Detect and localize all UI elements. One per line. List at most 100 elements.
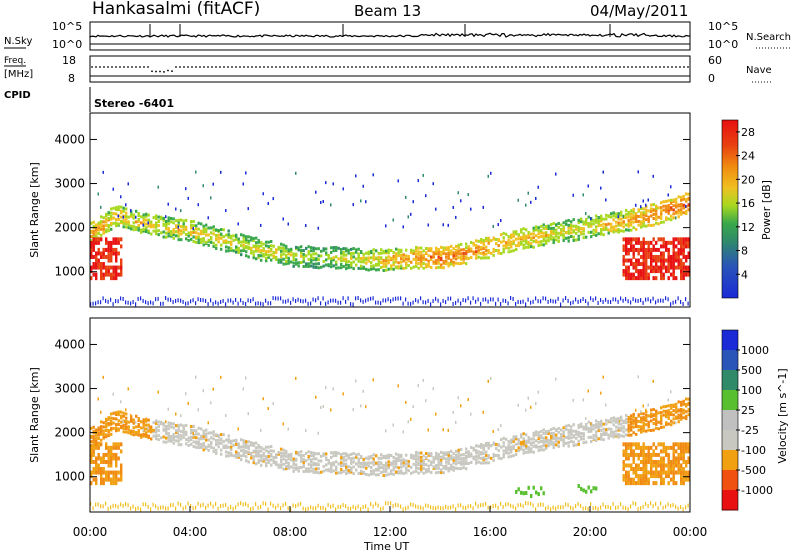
- power-cell: [115, 212, 118, 216]
- power-cell: [430, 302, 432, 307]
- velocity-cell: [587, 506, 589, 511]
- velocity-cell: [97, 467, 100, 472]
- power-cell: [135, 209, 138, 213]
- velocity-cell: [610, 505, 612, 510]
- power-cell: [680, 210, 683, 214]
- velocity-cell: [97, 470, 100, 475]
- velocity-cell: [495, 442, 498, 446]
- velocity-cell: [652, 413, 655, 417]
- power-cell: [180, 238, 183, 242]
- velocity-cell: [635, 419, 638, 423]
- velocity-cell: [175, 435, 178, 439]
- velocity-cell: [452, 461, 455, 465]
- power-cell: [522, 243, 525, 247]
- power-cell: [227, 235, 230, 239]
- power-cell: [262, 254, 265, 258]
- velocity-cell: [397, 503, 399, 508]
- power-cell: [325, 301, 327, 306]
- power-cell: [90, 265, 93, 270]
- velocity-cell: [372, 453, 375, 457]
- velocity-cell: [187, 439, 190, 443]
- velocity-cell: [555, 439, 558, 443]
- power-cell: [95, 223, 98, 227]
- power-cell: [387, 258, 390, 262]
- velocity-cell: [405, 462, 408, 466]
- velocity-cell: [442, 454, 445, 458]
- velocity-cell: [640, 477, 643, 482]
- velocity-cell: [672, 456, 675, 461]
- power-cell: [642, 258, 645, 263]
- power-cell: [285, 260, 288, 264]
- velocity-cell: [157, 429, 160, 433]
- power-cell: [422, 300, 424, 305]
- power-cell: [460, 252, 463, 256]
- nave-dot: [479, 66, 481, 68]
- velocity-cell: [622, 430, 625, 434]
- velocity-cell: [542, 431, 545, 435]
- velocity-cell: [247, 440, 250, 444]
- velocity-cell: [240, 458, 243, 462]
- power-cell: [660, 201, 663, 205]
- velocity-cell: [635, 474, 638, 479]
- velocity-cell: [620, 426, 623, 430]
- velocity-cell: [110, 419, 113, 423]
- power-cell: [535, 239, 538, 243]
- power-cell: [502, 298, 504, 303]
- velocity-cell: [227, 451, 230, 455]
- nave-dot: [559, 66, 561, 68]
- velocity-cell: [642, 426, 645, 430]
- velocity-cell: [595, 419, 598, 423]
- velocity-cell: [102, 375, 104, 379]
- velocity-cell: [630, 442, 633, 447]
- power-cell: [127, 223, 130, 227]
- velocity-cell: [357, 504, 359, 509]
- velocity-cell: [520, 433, 523, 437]
- power-cell: [665, 247, 668, 252]
- power-cell: [567, 229, 570, 233]
- power-cell: [415, 264, 418, 268]
- power-cell: [625, 272, 628, 277]
- velocity-cell: [472, 448, 475, 452]
- power-cell: [440, 245, 443, 249]
- power-cell: [577, 234, 580, 238]
- velocity-cell: [550, 439, 553, 443]
- velocity-cell: [222, 444, 225, 448]
- velocity-cell: [407, 469, 410, 473]
- power-cell: [522, 227, 525, 231]
- power-cell: [667, 208, 670, 212]
- velocity-cell: [540, 445, 543, 449]
- velocity-cell: [375, 467, 378, 471]
- velocity-cell: [305, 459, 308, 463]
- power-cell: [367, 268, 370, 272]
- power-cell: [245, 171, 247, 175]
- power-cell: [102, 276, 105, 281]
- power-cell: [677, 247, 680, 252]
- velocity-cell: [112, 452, 115, 457]
- power-cell: [120, 269, 123, 274]
- velocity-cell: [242, 441, 245, 445]
- velocity-cell: [630, 452, 633, 457]
- velocity-cell: [90, 459, 93, 464]
- velocity-cell: [420, 469, 423, 473]
- velocity-cell: [202, 441, 205, 445]
- power-cell: [650, 207, 653, 211]
- velocity-cell: [647, 449, 650, 454]
- power-cell: [392, 267, 395, 271]
- power-cell: [672, 300, 674, 305]
- velocity-cell: [297, 453, 300, 457]
- power-cell: [325, 181, 327, 185]
- power-cell: [550, 234, 553, 238]
- power-cell: [580, 230, 583, 234]
- velocity-cell: [317, 463, 320, 467]
- velocity-cell: [195, 440, 198, 444]
- power-cell: [682, 272, 685, 277]
- power-cell: [600, 186, 602, 190]
- power-cell: [510, 236, 513, 240]
- velocity-cell: [177, 430, 179, 434]
- nave-dot: [307, 66, 309, 68]
- velocity-cell: [562, 432, 565, 436]
- power-cell: [100, 205, 102, 209]
- velocity-cell: [570, 428, 573, 432]
- power-cell: [510, 249, 513, 253]
- power-cell: [640, 240, 643, 245]
